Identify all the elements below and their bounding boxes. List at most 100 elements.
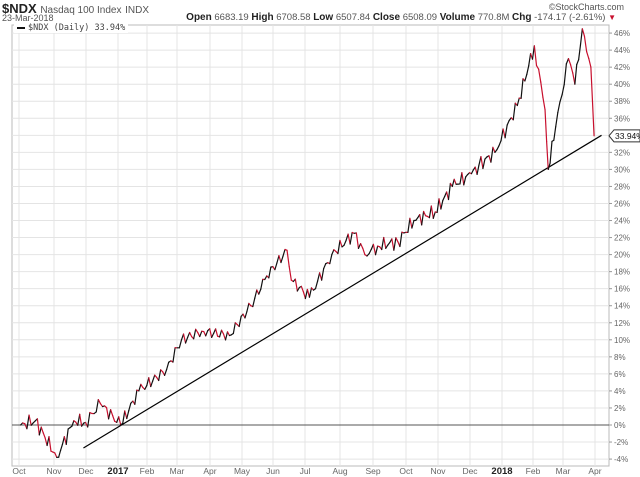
low-label: Low [313,12,334,23]
high-label: High [251,12,274,23]
price-segment [224,331,229,341]
x-tick-label: Feb [140,466,155,476]
chg-label: Chg [512,12,532,23]
stockcharts-logo: ©StockCharts.com [548,2,624,12]
price-segment [535,64,540,70]
price-segment [391,238,395,251]
chart-title: $NDX Nasdaq 100 Index INDX [2,1,149,16]
price-segment [280,255,284,264]
price-segment [278,255,282,264]
price-segment [533,45,538,67]
price-segment [368,248,372,255]
price-segment [423,210,427,217]
low-value: 6507.84 [335,12,371,23]
price-segment [347,233,351,245]
price-segment [542,96,546,111]
price-segment [496,145,500,151]
price-segment [260,278,264,290]
price-segment [124,410,128,420]
price-segment [591,100,595,137]
price-segment [506,119,510,126]
price-segment [195,328,199,334]
x-tick-label: 2017 [107,466,128,477]
price-segment [150,380,154,388]
price-segment [294,278,298,292]
price-segment [138,383,142,392]
plot-frame [11,24,610,467]
price-segment [36,418,40,436]
price-segment [186,331,191,339]
price-segment [459,172,463,185]
price-segment [288,265,292,281]
price-segment [205,330,209,337]
y-tick-label: 0% [614,421,626,430]
y-tick-label: 32% [614,148,630,157]
close-value: 6508.09 [402,12,438,23]
price-segment [199,330,203,338]
price-segment [432,211,436,219]
price-segment [461,172,465,186]
close-label: Close [372,12,401,23]
price-segment [282,248,286,257]
price-segment [337,239,341,255]
price-segment [226,331,231,337]
open-value: 6683.19 [214,12,249,23]
price-segment [547,162,551,170]
price-segment [588,57,592,68]
last-value-label: 33.94% [615,131,640,141]
price-segment [579,28,583,46]
price-segment [576,59,580,66]
price-segment [238,315,242,328]
price-segment [498,140,502,147]
y-tick-label: 8% [614,353,626,362]
price-segment [440,199,444,210]
price-segment [77,413,81,426]
price-segment [316,272,321,282]
y-tick-label: 2% [614,404,626,413]
price-segment [544,109,548,143]
price-segment [306,288,311,298]
price-segment [546,141,549,170]
price-segment [105,407,110,420]
price-segment [48,436,52,452]
price-segment [559,94,563,103]
price-segment [381,236,385,251]
price-segment [172,347,176,363]
price-segment [323,263,327,270]
y-tick-label: 14% [614,302,630,311]
y-tick-label: 44% [614,46,630,55]
last-value-tag [608,129,640,143]
price-segment [581,28,586,37]
y-tick-label: -4% [614,455,628,464]
volume-value: 770.8M [477,12,510,23]
price-segment [520,78,524,99]
price-segment [286,249,290,268]
price-segment [189,331,193,338]
price-segment [374,245,379,256]
y-tick-label: 38% [614,97,630,106]
price-segment [512,102,516,121]
open-label: Open [186,12,212,23]
price-segment [383,236,387,249]
y-tick-label: 40% [614,80,630,89]
price-segment [246,302,250,313]
price-segment [268,266,272,279]
price-segment [244,310,248,319]
symbol: $NDX [2,1,37,16]
price-segment [430,205,434,219]
price-segment [524,73,528,82]
price-segment [254,289,258,299]
price-segment [40,426,44,434]
legend-swatch [17,26,25,29]
price-segment [553,126,557,141]
price-segment [71,420,75,427]
price-segment [442,195,446,202]
price-segment [118,416,122,426]
price-segment [482,158,486,170]
quote-summary: Open 6683.19 High 6708.58 Low 6507.84 Cl… [186,12,616,23]
price-segment [182,333,187,344]
y-tick-label: 6% [614,370,626,379]
high-value: 6708.58 [276,12,311,23]
price-segment [516,97,520,107]
